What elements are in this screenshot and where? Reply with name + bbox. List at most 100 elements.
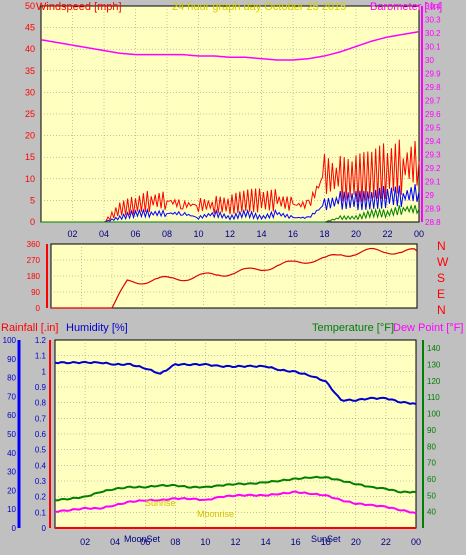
rainfall-tick: 0.5 xyxy=(35,446,47,455)
wind_avg-line xyxy=(41,204,420,223)
windspeed-tick: 5 xyxy=(30,195,35,205)
barometer-axis-label: Barometer [.in] xyxy=(370,1,442,13)
wind-direction-line xyxy=(51,247,418,309)
rainfall-tick: 0 xyxy=(42,524,47,533)
windspeed-tick: 20 xyxy=(25,131,35,141)
temperature-axis-label: Temperature [°F] xyxy=(312,322,394,334)
sunset-annotation: SunSet xyxy=(311,534,341,544)
barometer-tick: 29 xyxy=(425,191,434,200)
barometer-tick-labels: 28.8 28.9 29 29.1 29.2 29.3 29.4 29.5 29.6 29.7 29… xyxy=(421,2,441,227)
humidity-line xyxy=(54,360,417,405)
windspeed-tick: 45 xyxy=(25,23,35,33)
humidity-axis-label: Humidity [%] xyxy=(66,322,128,334)
humidity-tick: 100 xyxy=(3,336,17,345)
x-tick-label: 20 xyxy=(351,537,361,547)
temperature-tick: 110 xyxy=(427,393,440,402)
temperature-line xyxy=(54,475,417,502)
barometer-tick: 29.1 xyxy=(425,178,441,187)
windspeed-tick: 10 xyxy=(25,174,35,184)
x-tick-label: 12 xyxy=(225,229,235,239)
x-tick-label: 20 xyxy=(351,229,361,239)
compass-label: N xyxy=(437,239,446,253)
temperature-tick-labels: 40 50 60 70 80 90 100 110 120 130 140 xyxy=(427,344,441,516)
temperature-tick: 130 xyxy=(427,361,441,370)
barometer-tick: 30.3 xyxy=(425,16,441,25)
temperature-tick: 80 xyxy=(427,442,436,451)
x-tick-label: 16 xyxy=(288,229,298,239)
direction-tick: 180 xyxy=(27,272,41,281)
x-tick-label: 16 xyxy=(291,537,301,547)
x-tick-label: 12 xyxy=(230,537,240,547)
barometer-line xyxy=(40,30,420,61)
barometer-tick: 30.2 xyxy=(425,29,441,38)
barometer-tick: 30 xyxy=(425,56,434,65)
barometer-tick: 29.6 xyxy=(425,110,441,119)
x-tick-label: 04 xyxy=(99,229,109,239)
humidity-tick: 90 xyxy=(7,355,16,364)
x-tick-label: 10 xyxy=(200,537,210,547)
x-tick-label: 00 xyxy=(414,229,424,239)
x-tick-label: 00 xyxy=(411,537,421,547)
dew_point-line xyxy=(54,490,417,515)
barometer-tick: 29.4 xyxy=(425,137,441,146)
rainfall-tick: 0.7 xyxy=(35,414,47,423)
humidity-tick: 40 xyxy=(7,449,16,458)
direction-tick: 0 xyxy=(36,304,41,313)
rainfall-tick: 1.2 xyxy=(35,336,47,345)
wind-baro-series xyxy=(40,30,420,223)
rainfall-tick: 0.6 xyxy=(35,430,47,439)
windspeed-tick: 50 xyxy=(25,1,35,11)
temp-humidity-x-tick-labels: 02 04 06 08 10 12 14 16 18 20 22 00 xyxy=(80,537,421,547)
x-tick-label: 02 xyxy=(80,537,90,547)
rainfall-tick: 0.9 xyxy=(35,383,47,392)
barometer-tick: 29.3 xyxy=(425,151,441,160)
temp-humidity-grid xyxy=(55,340,416,528)
direction-tick: 90 xyxy=(31,288,40,297)
temperature-tick: 140 xyxy=(427,344,441,353)
humidity-tick: 60 xyxy=(7,411,16,420)
barometer-tick: 29.2 xyxy=(425,164,441,173)
rainfall-axis-label: Rainfall [.in] xyxy=(1,322,58,334)
rainfall-tick: 0.1 xyxy=(35,508,47,517)
windspeed-tick: 35 xyxy=(25,66,35,76)
rainfall-tick: 1 xyxy=(42,367,47,376)
x-tick-label: 06 xyxy=(130,229,140,239)
barometer-tick: 29.9 xyxy=(425,70,441,79)
dew-point-axis-label: Dew Point [°F] xyxy=(393,322,463,334)
windspeed-tick: 25 xyxy=(25,109,35,119)
windspeed-tick: 0 xyxy=(30,217,35,227)
rainfall-tick: 1.1 xyxy=(35,352,47,361)
wind-direction-degree-labels: 0 90 180 270 360 xyxy=(27,240,48,313)
x-tick-label: 18 xyxy=(319,229,329,239)
humidity-tick: 10 xyxy=(7,505,16,514)
temperature-tick: 100 xyxy=(427,410,441,419)
compass-label: N xyxy=(437,303,446,317)
temperature-tick: 70 xyxy=(427,459,436,468)
windspeed-tick-labels: 0 5 10 15 20 25 30 35 40 45 50 xyxy=(25,1,35,227)
barometer-tick: 30.1 xyxy=(425,43,441,52)
rainfall-tick-labels: 0 0.1 0.2 0.3 0.4 0.5 0.6 0.7 0.8 0.9 1 1.1 1.2 xyxy=(35,336,47,533)
x-tick-label: 22 xyxy=(381,537,391,547)
barometer-tick: 28.8 xyxy=(425,218,441,227)
barometer-tick: 28.9 xyxy=(425,205,441,214)
temperature-tick: 40 xyxy=(427,508,436,517)
windspeed-tick: 40 xyxy=(25,44,35,54)
temperature-tick: 60 xyxy=(427,475,436,484)
moonset-annotation: MoonSet xyxy=(124,534,161,544)
rainfall-tick: 0.3 xyxy=(35,477,47,486)
humidity-tick: 0 xyxy=(12,524,17,533)
barometer-tick: 29.5 xyxy=(425,124,441,133)
x-tick-label: 22 xyxy=(382,229,392,239)
windspeed-tick: 15 xyxy=(25,152,35,162)
x-tick-label: 08 xyxy=(170,537,180,547)
x-tick-label: 04 xyxy=(110,537,120,547)
temperature-tick: 50 xyxy=(427,491,436,500)
sunrise-annotation: Sunrise xyxy=(145,498,176,508)
x-tick-label: 14 xyxy=(256,229,266,239)
rainfall-tick: 0.2 xyxy=(35,493,47,502)
x-tick-label: 10 xyxy=(193,229,203,239)
windspeed-axis-label: Windspeed [mph] xyxy=(36,1,122,13)
temperature-tick: 90 xyxy=(427,426,436,435)
humidity-tick: 70 xyxy=(7,392,16,401)
